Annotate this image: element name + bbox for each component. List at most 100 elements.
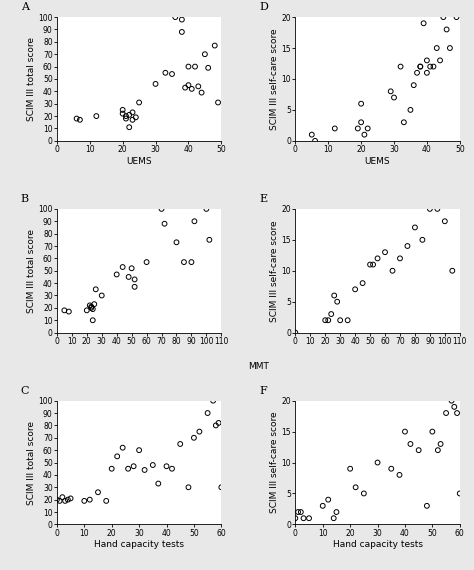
Point <box>163 462 170 471</box>
X-axis label: UEMS: UEMS <box>126 157 152 166</box>
Point <box>423 68 431 78</box>
Point <box>162 68 169 78</box>
Point <box>330 291 338 300</box>
Point <box>360 489 368 498</box>
Point <box>196 427 203 436</box>
X-axis label: UEMS: UEMS <box>365 157 391 166</box>
Point <box>122 112 130 121</box>
Point <box>172 13 179 22</box>
Point <box>88 303 95 312</box>
Point <box>102 496 110 506</box>
Point <box>83 306 91 315</box>
Point <box>413 68 421 78</box>
Point <box>374 458 382 467</box>
Point <box>396 470 403 479</box>
Point <box>441 217 448 226</box>
Point <box>426 204 434 213</box>
Point <box>202 204 210 213</box>
Point <box>86 495 93 504</box>
Point <box>126 123 133 132</box>
Point <box>331 124 338 133</box>
Point <box>344 316 351 325</box>
Point <box>354 124 362 133</box>
Point <box>61 306 68 315</box>
Point <box>65 307 73 316</box>
Y-axis label: SCIM III self-care score: SCIM III self-care score <box>271 412 280 514</box>
Point <box>173 238 180 247</box>
Point <box>411 223 419 232</box>
Y-axis label: SCIM III self-care score: SCIM III self-care score <box>271 220 280 321</box>
Point <box>423 56 431 65</box>
Point <box>450 402 458 412</box>
Point <box>359 279 366 288</box>
Point <box>433 43 440 52</box>
Point <box>374 254 382 263</box>
Point <box>131 282 138 291</box>
Text: D: D <box>259 2 268 12</box>
Text: F: F <box>259 386 267 396</box>
Point <box>369 260 377 269</box>
Point <box>366 260 374 269</box>
Point <box>407 439 414 449</box>
Point <box>210 396 217 405</box>
Point <box>428 427 436 436</box>
Point <box>188 84 195 93</box>
Y-axis label: SCIM III total score: SCIM III total score <box>27 37 36 121</box>
Point <box>294 507 302 516</box>
Point <box>453 13 460 22</box>
Point <box>211 41 219 50</box>
Point <box>330 514 337 523</box>
Point <box>190 433 198 442</box>
Text: B: B <box>21 194 29 204</box>
Point <box>292 328 299 337</box>
Point <box>333 507 340 516</box>
Point <box>300 514 307 523</box>
Point <box>352 483 359 492</box>
Point <box>158 204 165 213</box>
Point <box>439 13 447 22</box>
Point <box>324 495 332 504</box>
Point <box>168 70 176 79</box>
Point <box>161 219 168 229</box>
Point <box>149 461 156 470</box>
Point <box>64 495 72 504</box>
Point <box>92 112 100 121</box>
Point <box>446 43 454 52</box>
Point <box>436 56 444 65</box>
Point <box>130 462 137 471</box>
Point <box>119 109 127 118</box>
Point <box>89 304 97 314</box>
Point <box>387 464 395 473</box>
Point <box>333 297 341 306</box>
Point <box>429 62 437 71</box>
Point <box>427 62 434 71</box>
Point <box>390 93 398 102</box>
Point <box>401 427 409 436</box>
Point <box>185 80 192 89</box>
Point <box>88 302 95 311</box>
Point <box>218 483 225 492</box>
Point <box>351 285 359 294</box>
Point <box>420 19 428 28</box>
Point <box>194 82 202 91</box>
Point <box>131 275 138 284</box>
Point <box>56 496 64 506</box>
X-axis label: Hand capacity tests: Hand capacity tests <box>333 540 422 549</box>
Point <box>346 464 354 473</box>
Point <box>214 98 222 107</box>
Point <box>381 247 389 256</box>
Y-axis label: SCIM III self-care score: SCIM III self-care score <box>271 28 280 130</box>
Point <box>361 130 368 139</box>
Point <box>91 300 98 309</box>
Point <box>311 136 319 145</box>
Point <box>448 266 456 275</box>
Point <box>324 316 332 325</box>
Y-axis label: SCIM III total score: SCIM III total score <box>27 229 36 313</box>
Point <box>89 316 97 325</box>
Point <box>204 63 212 72</box>
Text: A: A <box>21 2 29 12</box>
Point <box>135 446 143 455</box>
Point <box>292 514 299 523</box>
Point <box>129 108 137 117</box>
Point <box>76 115 84 124</box>
